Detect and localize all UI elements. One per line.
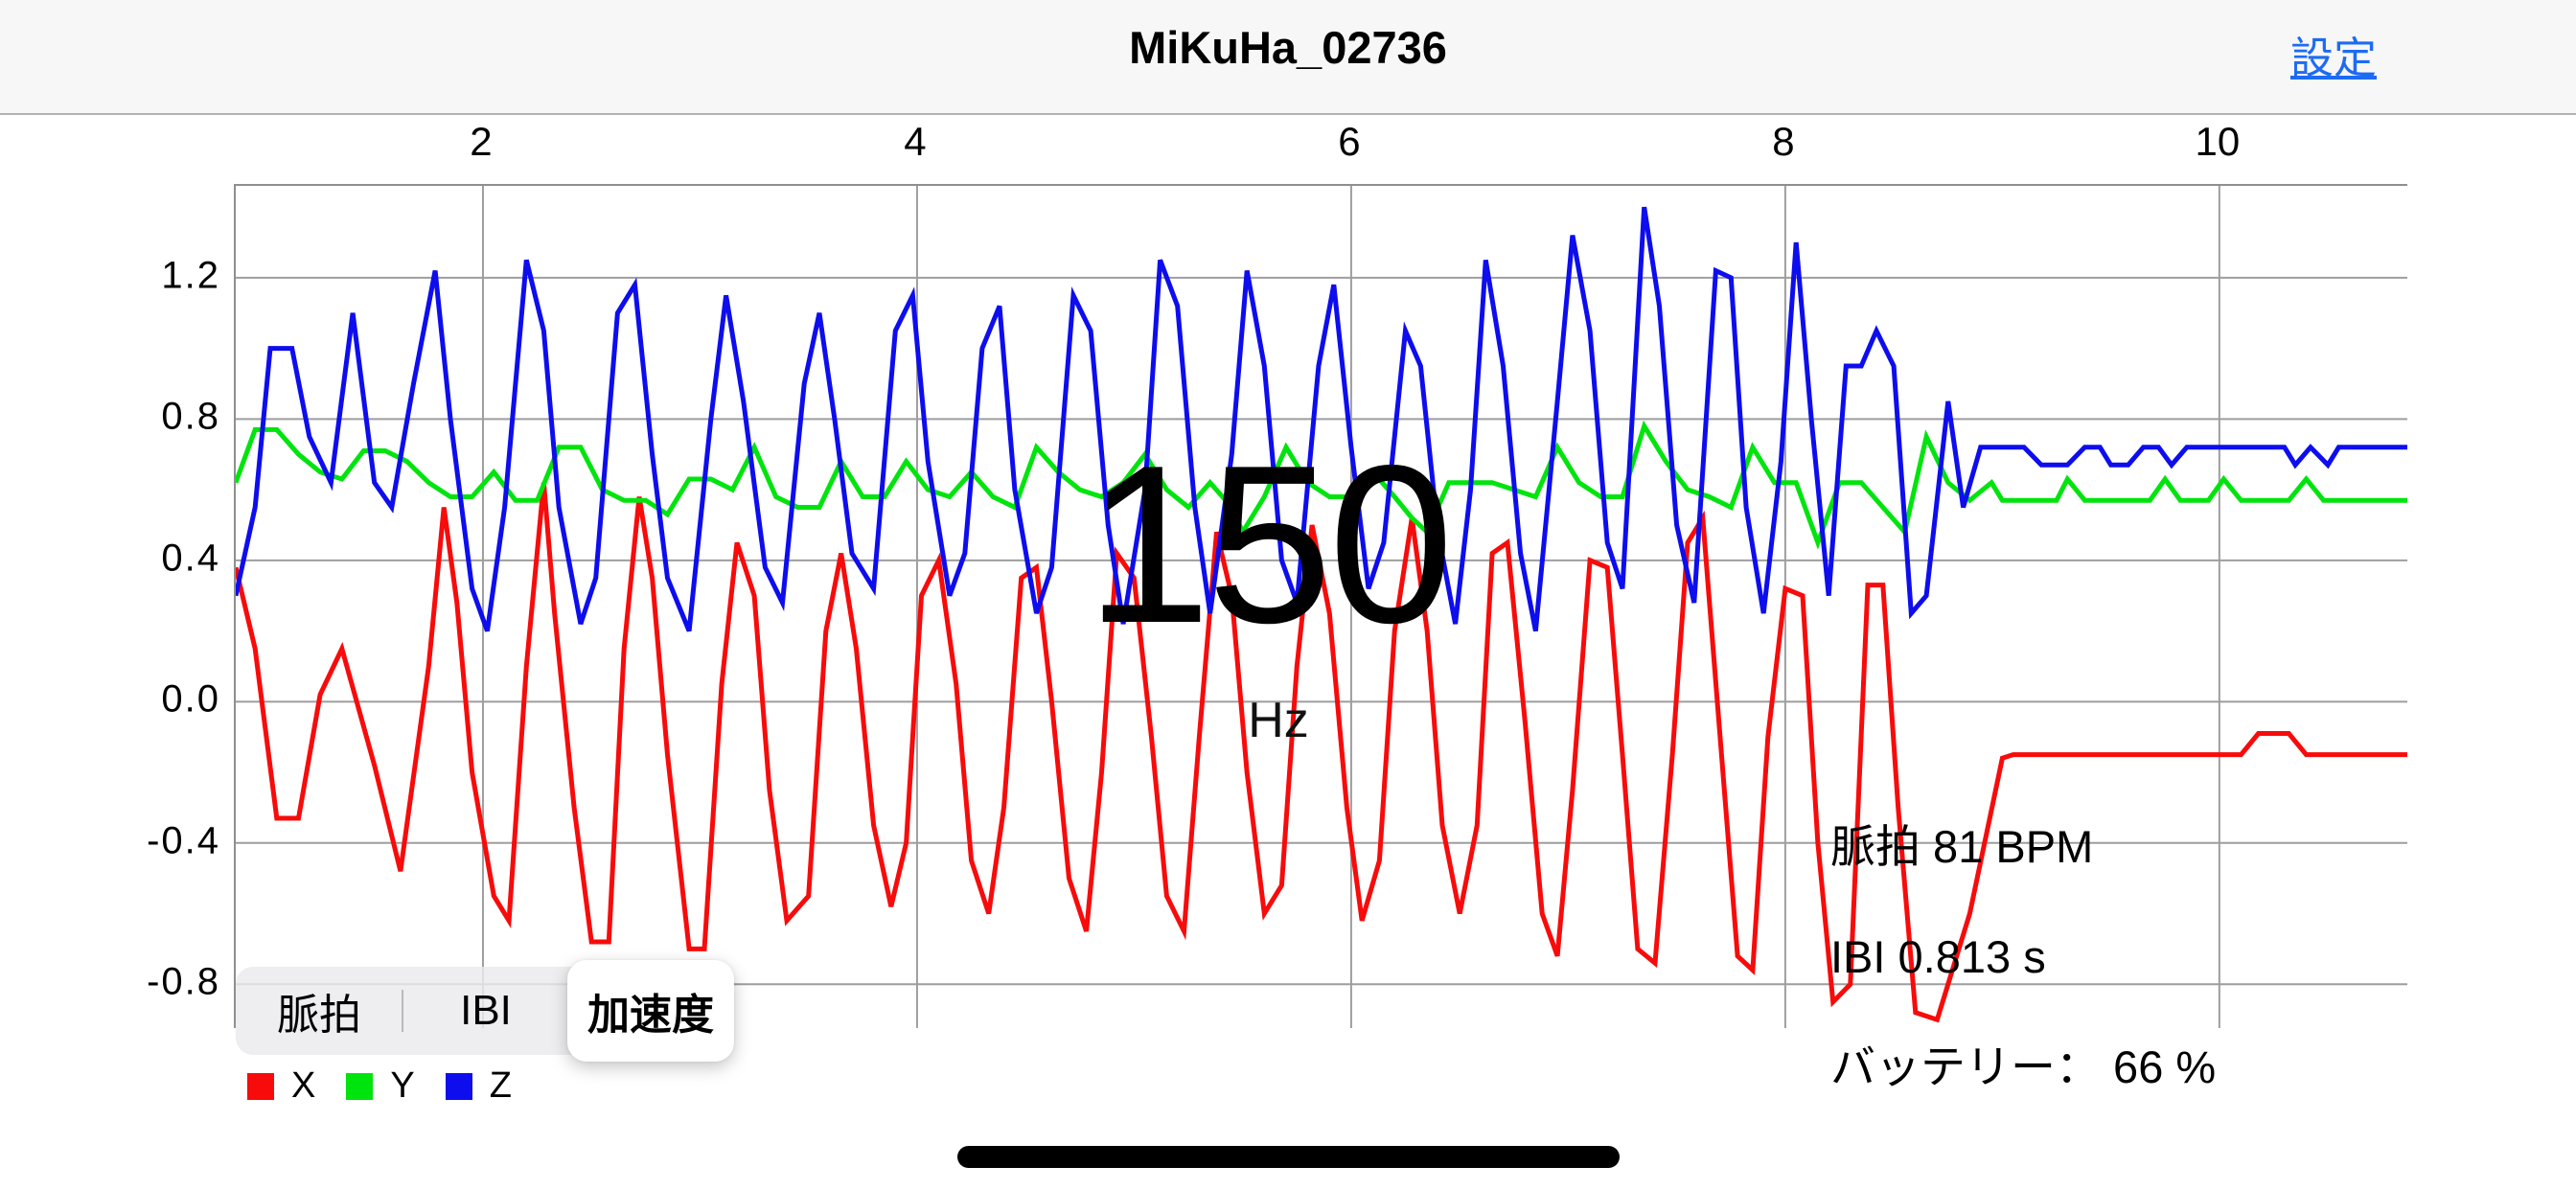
x-tick-label: 6	[1338, 119, 1361, 164]
battery-readout: バッテリー： 66 %	[1830, 1041, 2217, 1092]
x-tick-label: 2	[470, 119, 493, 164]
y-tick-label: 0.8	[161, 395, 220, 438]
y-tick-label: -0.4	[147, 819, 220, 862]
x-tick-label: 4	[904, 119, 927, 164]
legend-item-x: X	[247, 1065, 315, 1107]
y-tick-label: 0.4	[161, 537, 220, 580]
chart-legend: X Y Z	[247, 1065, 542, 1107]
tab-pulse[interactable]: 脈拍	[277, 992, 361, 1039]
y-series-swatch	[346, 1072, 374, 1100]
chart-mode-segmented-control: 脈拍 IBI 加速度	[236, 960, 734, 1062]
tab-ibi[interactable]: IBI	[402, 967, 569, 1055]
acceleration-chart[interactable]	[234, 184, 2407, 1028]
y-tick-label: 1.2	[161, 254, 220, 297]
navigation-bar: MiKuHa_02736 設定	[0, 0, 2576, 115]
legend-label-z: Z	[489, 1065, 512, 1106]
y-tick-label: 0.0	[161, 677, 220, 721]
x-tick-label: 10	[2195, 119, 2241, 164]
home-indicator[interactable]	[957, 1146, 1620, 1168]
x-tick-label: 8	[1772, 119, 1795, 164]
y-axis-ticks: 1.2 0.8 0.4 0.0 -0.4 -0.8	[0, 0, 220, 1190]
legend-label-x: X	[291, 1065, 316, 1106]
legend-label-y: Y	[390, 1065, 415, 1106]
page-title: MiKuHa_02736	[1129, 22, 1447, 73]
tab-acceleration[interactable]: 加速度	[567, 960, 734, 1062]
settings-link[interactable]: 設定	[2289, 34, 2377, 82]
x-axis-ticks: 2 4 6 8 10	[0, 119, 2576, 164]
z-series-swatch	[445, 1072, 472, 1100]
legend-item-y: Y	[346, 1065, 415, 1107]
y-tick-label: -0.8	[147, 960, 220, 1003]
x-series-swatch	[247, 1072, 274, 1100]
chart-canvas	[236, 186, 2407, 1028]
segment-divider	[402, 990, 403, 1032]
legend-item-z: Z	[445, 1065, 512, 1107]
